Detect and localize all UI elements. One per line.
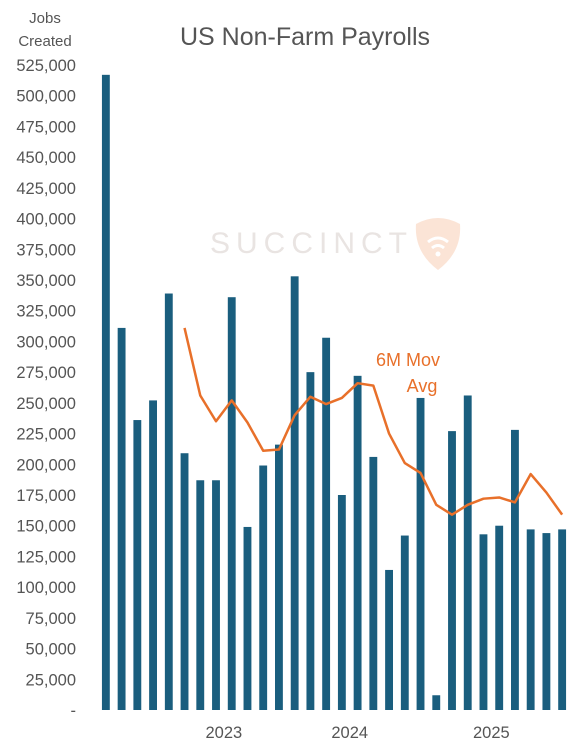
bar [448, 431, 456, 710]
watermark-text: SUCCINCT [210, 227, 413, 260]
y-tick-label: 75,000 [26, 610, 76, 628]
bar [117, 327, 126, 710]
bar [526, 529, 535, 710]
y-tick-label: 250,000 [16, 395, 76, 413]
annotation-line-2: Avg [407, 376, 438, 396]
bar [212, 480, 220, 710]
bar [306, 372, 315, 710]
bar [275, 444, 283, 710]
bar [259, 465, 268, 710]
bar [495, 525, 504, 710]
bar [133, 420, 142, 710]
bar [385, 569, 393, 710]
bar [511, 429, 519, 710]
bar [337, 495, 346, 710]
y-tick-label: 300,000 [16, 333, 76, 351]
bar-series [101, 74, 567, 711]
y-axis-label-line-2: Created [18, 33, 71, 50]
bar [180, 453, 189, 710]
y-tick-label: 225,000 [16, 426, 76, 444]
y-tick-label: 125,000 [16, 548, 76, 566]
y-tick-label: 375,000 [16, 241, 76, 259]
bar [196, 480, 205, 710]
y-tick-label: - [71, 702, 77, 720]
y-tick-label: 175,000 [16, 487, 76, 505]
bar [463, 395, 472, 710]
y-axis-ticks: - 25,000 50,000 75,000 100,000 125,000 150,000… [16, 57, 76, 720]
bar [164, 293, 173, 710]
bar [416, 397, 425, 710]
moving-average-line [183, 327, 564, 516]
bar [542, 533, 551, 710]
annotation-line-1: 6M Mov [376, 350, 440, 370]
watermark: SUCCINCT [210, 218, 461, 270]
moving-average-series [183, 327, 564, 516]
watermark-logo-icon [415, 218, 461, 270]
y-tick-label: 525,000 [16, 57, 76, 75]
chart-title: US Non-Farm Payrolls [180, 23, 430, 51]
bar [558, 529, 567, 710]
bar [479, 534, 488, 710]
bar [243, 526, 252, 710]
bar [290, 276, 299, 710]
x-tick-label: 2024 [331, 724, 368, 742]
bar [353, 375, 362, 710]
bar [149, 400, 157, 710]
y-tick-label: 50,000 [26, 641, 76, 659]
y-tick-label: 25,000 [26, 671, 76, 689]
y-tick-label: 275,000 [16, 364, 76, 382]
y-tick-label: 500,000 [16, 88, 76, 106]
bar [432, 695, 441, 710]
x-axis-ticks: 2023 2024 2025 [206, 724, 510, 742]
y-tick-label: 100,000 [16, 579, 76, 597]
bar [369, 456, 378, 710]
y-tick-label: 425,000 [16, 180, 76, 198]
y-tick-label: 400,000 [16, 211, 76, 229]
bar [400, 535, 409, 710]
y-axis-label-line-1: Jobs [29, 10, 61, 27]
y-tick-label: 200,000 [16, 456, 76, 474]
bar [322, 337, 331, 710]
y-tick-label: 450,000 [16, 149, 76, 167]
x-tick-label: 2023 [206, 724, 243, 742]
y-tick-label: 475,000 [16, 118, 76, 136]
bar [227, 297, 236, 710]
bar [101, 74, 110, 711]
y-tick-label: 325,000 [16, 303, 76, 321]
y-tick-label: 350,000 [16, 272, 76, 290]
y-tick-label: 150,000 [16, 518, 76, 536]
x-tick-label: 2025 [473, 724, 510, 742]
